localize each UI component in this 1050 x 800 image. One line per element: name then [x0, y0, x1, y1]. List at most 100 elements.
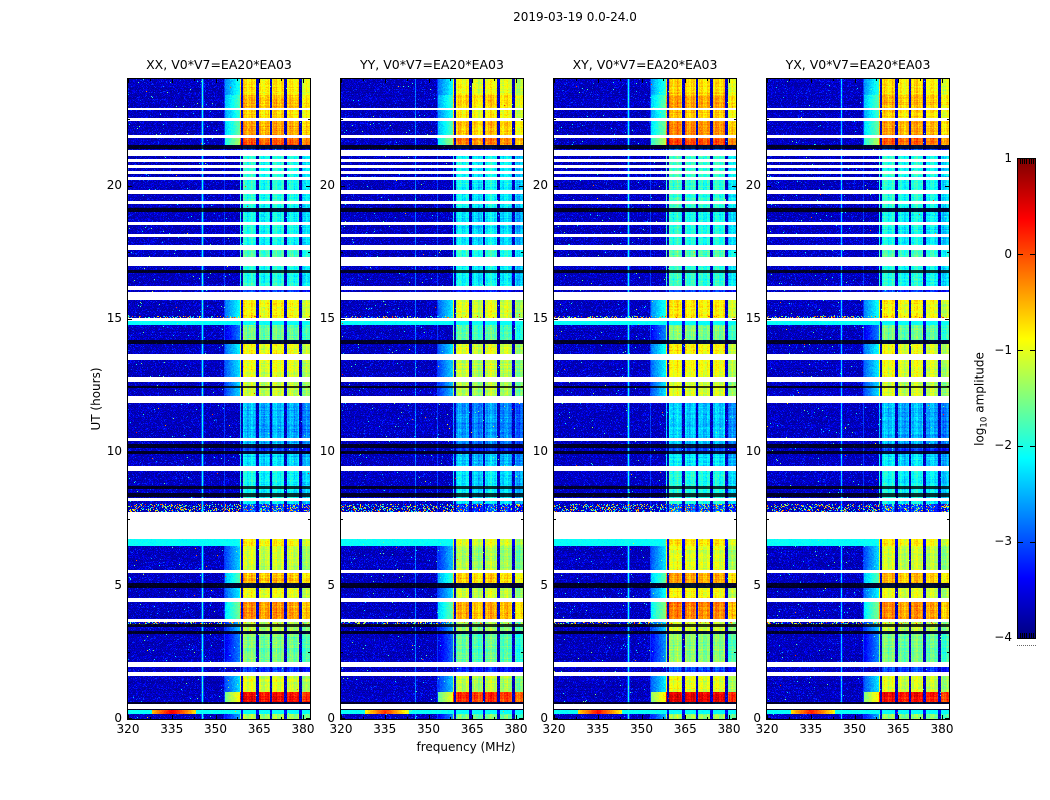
tick-mark	[554, 651, 556, 653]
colorbar-comb-tick	[1026, 633, 1028, 638]
tick-mark	[554, 251, 556, 253]
x-tick-label: 365	[247, 722, 271, 736]
tick-mark	[128, 715, 129, 719]
colorbar-tick-mark	[1018, 541, 1023, 543]
tick-mark	[171, 715, 173, 719]
colorbar-comb-tick	[1031, 159, 1032, 164]
tick-mark	[519, 318, 523, 320]
tick-mark	[308, 651, 310, 653]
spectrogram-panel-yx	[766, 78, 950, 720]
tick-mark	[341, 79, 342, 83]
x-tick-label: 335	[373, 722, 397, 736]
tick-mark	[236, 79, 238, 81]
colorbar-comb-tick	[1021, 159, 1023, 164]
tick-mark	[306, 451, 310, 453]
tick-mark	[706, 717, 708, 719]
tick-mark	[554, 118, 556, 120]
tick-mark	[521, 251, 523, 253]
x-tick-label: 350	[204, 722, 227, 736]
x-tick-label: 320	[116, 722, 140, 736]
colorbar-comb-tick	[1019, 159, 1021, 164]
tick-mark	[554, 518, 556, 520]
tick-mark	[641, 715, 643, 719]
tick-mark	[471, 715, 473, 719]
tick-mark	[947, 251, 949, 253]
tick-mark	[554, 451, 558, 453]
x-tick-label: 320	[755, 722, 779, 736]
tick-mark	[302, 79, 304, 83]
tick-mark	[128, 118, 130, 120]
tick-mark	[519, 451, 523, 453]
y-tick-label: 15	[532, 311, 548, 325]
tick-mark	[341, 318, 345, 320]
tick-mark	[767, 118, 769, 120]
x-tick-label: 350	[417, 722, 440, 736]
panel-title-xx: XX, V0*V7=EA20*EA03	[146, 57, 292, 72]
tick-mark	[428, 79, 430, 83]
colorbar-tick-label: −4	[994, 630, 1012, 644]
x-tick-label: 380	[717, 722, 741, 736]
tick-mark	[128, 451, 132, 453]
y-tick-label: 5	[540, 577, 548, 592]
y-tick-label: 5	[114, 577, 122, 592]
spectrogram-panel-xy	[553, 78, 737, 720]
spectrogram-panel-xx	[127, 78, 311, 720]
tick-mark	[810, 79, 812, 83]
tick-mark	[308, 518, 310, 520]
tick-mark	[854, 715, 856, 719]
colorbar-tick-label: −2	[994, 438, 1012, 453]
tick-mark	[734, 518, 736, 520]
y-tick-label: 0	[114, 711, 122, 725]
colorbar-comb-tick	[1033, 633, 1035, 638]
y-axis-label: UT (hours)	[89, 367, 103, 431]
y-tick-label: 20	[745, 177, 761, 192]
tick-mark	[384, 715, 386, 719]
tick-mark	[128, 717, 132, 719]
tick-mark	[128, 585, 132, 587]
tick-mark	[554, 385, 556, 387]
tick-mark	[947, 518, 949, 520]
tick-mark	[945, 585, 949, 587]
tick-mark	[149, 79, 151, 81]
y-tick-label: 5	[327, 577, 335, 592]
tick-mark	[306, 585, 310, 587]
y-tick-label: 15	[319, 311, 335, 325]
colorbar-tick-label: −1	[994, 342, 1012, 357]
colorbar-comb-tick	[1019, 633, 1021, 638]
tick-mark	[767, 717, 771, 719]
colorbar-comb-tick	[1024, 633, 1026, 638]
y-tick-label: 10	[532, 444, 548, 459]
tick-mark	[732, 451, 736, 453]
tick-mark	[384, 79, 386, 83]
tick-mark	[341, 651, 343, 653]
tick-mark	[575, 717, 577, 719]
tick-mark	[258, 715, 260, 719]
tick-mark	[897, 79, 899, 83]
x-tick-label: 365	[673, 722, 697, 736]
tick-mark	[684, 715, 686, 719]
tick-mark	[767, 518, 769, 520]
tick-mark	[406, 717, 408, 719]
tick-mark	[832, 717, 834, 719]
tick-mark	[947, 385, 949, 387]
tick-mark	[341, 118, 343, 120]
colorbar-tick-mark	[1030, 445, 1035, 447]
panel-title-yx: YX, V0*V7=EA20*EA03	[785, 57, 931, 72]
tick-mark	[406, 79, 408, 81]
tick-mark	[306, 717, 310, 719]
x-tick-label: 335	[160, 722, 184, 736]
tick-mark	[341, 251, 343, 253]
tick-mark	[554, 585, 558, 587]
tick-mark	[128, 318, 132, 320]
tick-mark	[215, 715, 217, 719]
tick-mark	[128, 185, 132, 187]
colorbar-tick-mark	[1018, 350, 1023, 352]
tick-mark	[767, 185, 771, 187]
tick-mark	[732, 318, 736, 320]
spectrogram-panel-yy	[340, 78, 524, 720]
tick-mark	[945, 185, 949, 187]
tick-mark	[788, 79, 790, 81]
colorbar-tick-mark	[1018, 445, 1023, 447]
y-tick-label: 0	[540, 711, 548, 725]
tick-mark	[728, 79, 730, 83]
